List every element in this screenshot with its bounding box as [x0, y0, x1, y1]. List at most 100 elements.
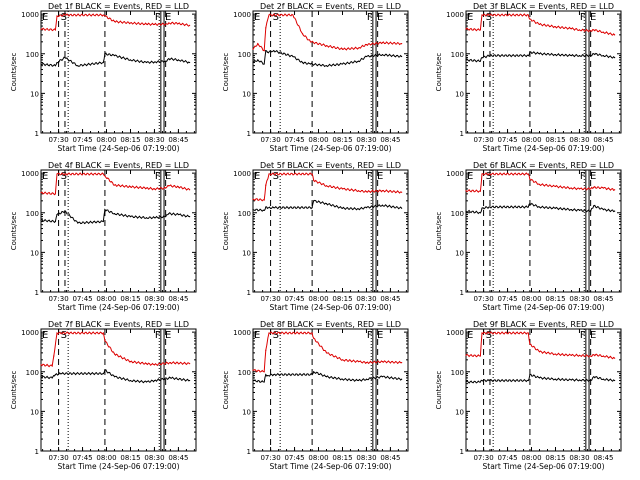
- data-point-events: [273, 206, 275, 209]
- data-point-events: [40, 219, 42, 221]
- data-point-lld: [153, 364, 156, 366]
- x-tick-label: 08:30: [144, 136, 164, 144]
- marker-letter-s: S: [61, 171, 67, 182]
- x-tick-label: 08:15: [332, 454, 352, 462]
- x-axis-label: Start Time (24-Sep-06 07:19:00): [270, 462, 392, 471]
- data-point-lld: [102, 14, 104, 16]
- y-tick-label: 100: [451, 210, 464, 218]
- x-tick-label: 07:30: [260, 454, 280, 462]
- data-point-lld: [104, 175, 106, 177]
- data-point-lld: [401, 362, 403, 364]
- data-point-events: [273, 50, 275, 52]
- data-point-events: [489, 54, 491, 57]
- y-tick-label: 1: [35, 130, 39, 138]
- y-tick-label: 1000: [233, 11, 251, 19]
- data-point-events: [538, 53, 541, 55]
- marker-letter-f: F: [580, 330, 586, 341]
- x-axis-label: Start Time (24-Sep-06 07:19:00): [270, 303, 392, 312]
- data-point-lld: [527, 332, 529, 334]
- data-point-lld: [602, 31, 605, 33]
- y-tick-label: 1: [35, 289, 39, 297]
- data-point-lld: [570, 28, 573, 30]
- data-point-events: [570, 209, 573, 211]
- data-point-events: [102, 61, 104, 64]
- data-point-events: [153, 61, 156, 63]
- data-point-lld: [529, 18, 531, 20]
- y-tick-label: 1: [460, 448, 464, 456]
- data-point-lld: [51, 365, 53, 367]
- data-point-lld: [341, 359, 344, 361]
- data-point-lld: [189, 363, 191, 365]
- y-tick-label: 10: [455, 249, 464, 257]
- x-axis-label: Start Time (24-Sep-06 07:19:00): [58, 144, 180, 153]
- data-point-lld: [54, 193, 56, 195]
- data-point-lld: [465, 28, 467, 30]
- x-tick-label: 08:30: [569, 454, 589, 462]
- x-tick-label: 08:00: [308, 454, 328, 462]
- data-point-events: [273, 373, 275, 376]
- data-point-lld: [554, 26, 557, 28]
- marker-letter-e-end: E: [377, 330, 383, 341]
- data-point-events: [481, 379, 483, 382]
- data-point-events: [381, 204, 384, 206]
- marker-letter-e: E: [254, 330, 260, 341]
- data-point-lld: [529, 343, 531, 345]
- marker-letter-e-end: E: [377, 171, 383, 182]
- y-tick-label: 1000: [233, 329, 251, 337]
- y-tick-label: 100: [238, 51, 251, 59]
- plot-frame: [40, 10, 197, 134]
- detector-panel-5: Det 5f BLACK = Events, RED = LLD 1 10 100 10…: [222, 161, 409, 312]
- panel-title: Det 3f BLACK = Events, RED = LLD: [473, 2, 614, 11]
- data-point-events: [265, 373, 267, 376]
- data-point-lld: [593, 29, 595, 31]
- data-point-events: [129, 215, 132, 218]
- data-point-lld: [527, 173, 529, 175]
- data-point-events: [602, 378, 605, 380]
- data-point-lld: [401, 43, 403, 45]
- plot-frame: [465, 10, 622, 134]
- data-point-events: [465, 210, 467, 212]
- data-point-lld: [53, 355, 55, 357]
- data-point-lld: [165, 23, 167, 25]
- y-tick-label: 1: [247, 289, 251, 297]
- data-point-lld: [602, 355, 605, 357]
- data-point-lld: [189, 189, 191, 191]
- x-tick-label: 08:00: [308, 136, 328, 144]
- x-axis-label: Start Time (24-Sep-06 07:19:00): [270, 144, 392, 153]
- marker-letter-e: E: [42, 12, 48, 23]
- data-point-events: [309, 63, 312, 65]
- panel-title: Det 6f BLACK = Events, RED = LLD: [473, 161, 614, 170]
- data-point-lld: [113, 20, 116, 23]
- x-tick-label: 08:30: [356, 136, 376, 144]
- data-point-events: [266, 51, 268, 53]
- marker-letter-s: S: [61, 12, 67, 23]
- x-tick-label: 07:45: [497, 454, 517, 462]
- data-point-events: [104, 369, 106, 371]
- data-point-events: [301, 61, 304, 64]
- x-tick-label: 07:30: [48, 295, 68, 303]
- marker-letter-e: E: [467, 330, 473, 341]
- x-tick-label: 08:45: [380, 136, 400, 144]
- data-point-lld: [554, 353, 557, 355]
- data-point-lld: [489, 173, 491, 175]
- data-point-events: [102, 220, 104, 223]
- data-point-lld: [325, 352, 328, 354]
- y-tick-label: 100: [238, 369, 251, 377]
- data-point-lld: [325, 45, 328, 47]
- data-point-lld: [479, 29, 481, 31]
- x-tick-label: 07:45: [72, 136, 92, 144]
- data-point-lld: [113, 353, 116, 355]
- series-line-events: [252, 49, 402, 68]
- data-point-events: [341, 63, 344, 65]
- data-point-lld: [102, 173, 104, 175]
- data-point-events: [104, 209, 106, 211]
- data-point-events: [465, 381, 467, 383]
- data-point-events: [479, 60, 481, 62]
- data-point-events: [325, 65, 328, 67]
- data-point-lld: [165, 187, 167, 189]
- data-point-events: [602, 54, 605, 57]
- marker-letter-f: F: [155, 171, 161, 182]
- data-point-lld: [381, 361, 384, 363]
- detector-panel-2: Det 2f BLACK = Events, RED = LLD 1 10 100 10…: [222, 2, 409, 153]
- marker-letter-e-end: E: [165, 12, 171, 23]
